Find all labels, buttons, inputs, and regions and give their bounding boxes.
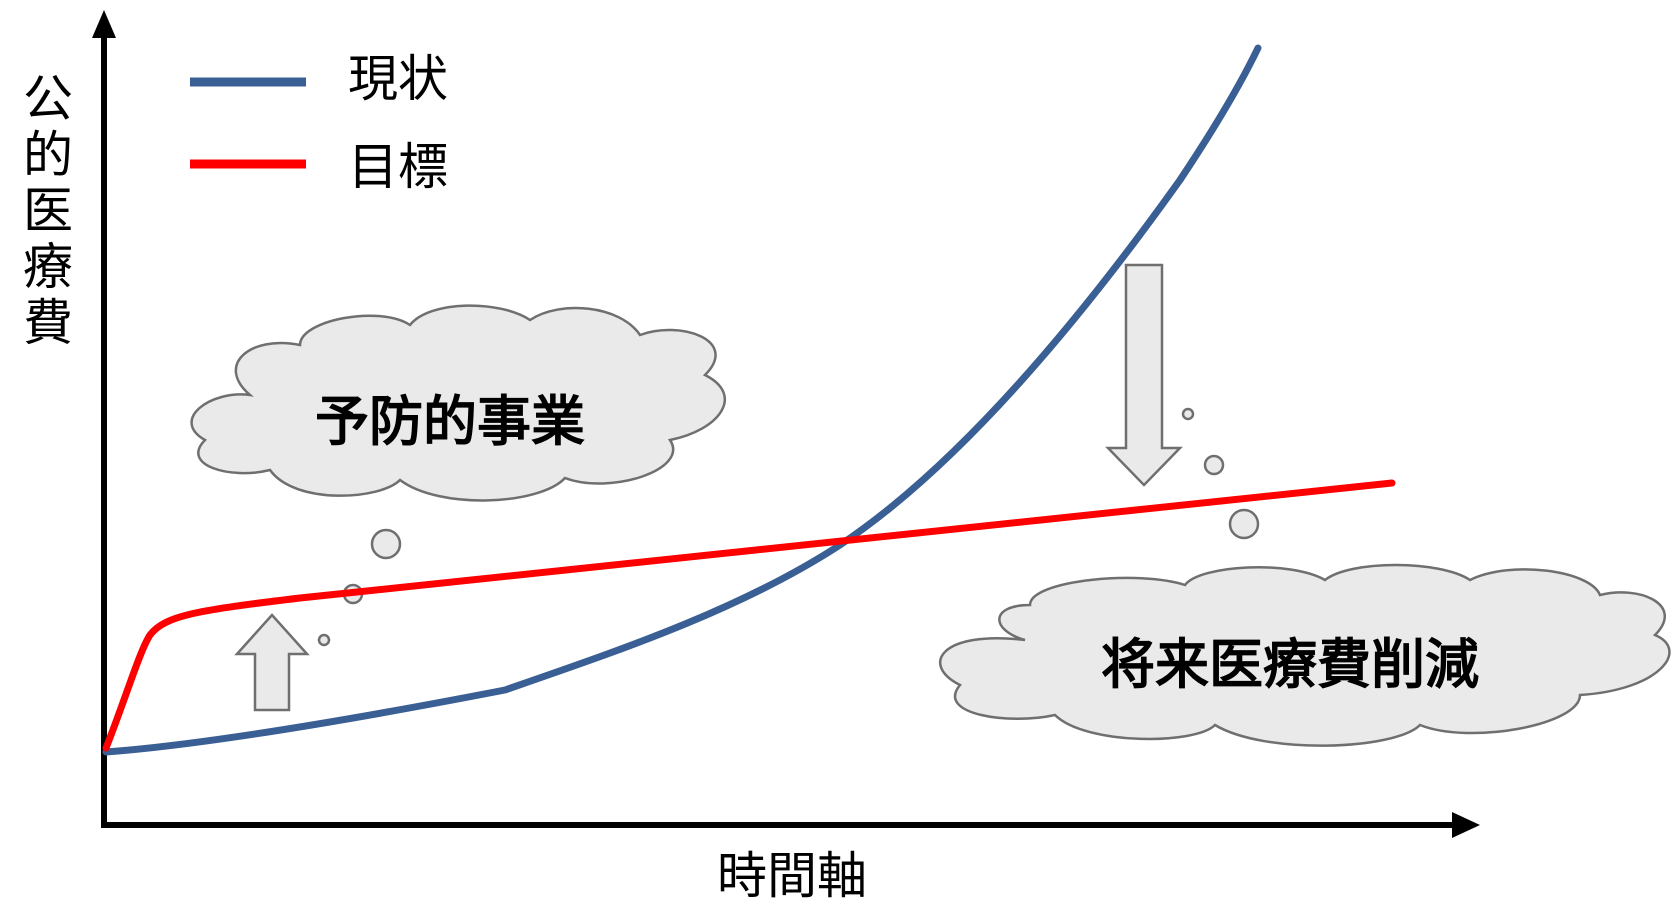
thought-bubble-medium-right: [1203, 454, 1225, 476]
target-trend-line: [102, 479, 1396, 752]
thought-bubble-small-right: [1181, 407, 1195, 421]
legend-label-current: 現状: [348, 50, 448, 108]
prevention-callout: 予防的事業: [190, 304, 727, 647]
thought-bubble-large: [370, 528, 402, 560]
decrease-arrow: [1105, 263, 1183, 487]
prevention-label: 予防的事業: [315, 390, 585, 453]
axes: [92, 10, 1480, 838]
y-axis-arrowhead: [92, 10, 116, 38]
x-axis-arrowhead: [1452, 812, 1480, 838]
x-axis-label: 時間軸: [717, 847, 867, 905]
cost-reduction-cloud: [939, 563, 1671, 747]
thought-bubble-large-right: [1228, 508, 1260, 540]
y-axis-label: 公的医療費: [15, 72, 73, 352]
cost-reduction-callout: 将来医療費削減: [939, 407, 1671, 747]
legend-label-target: 目標: [348, 138, 448, 196]
legend: 現状 目標: [190, 50, 448, 196]
prevention-cloud: [190, 304, 727, 502]
current-trend-line: [102, 44, 1262, 756]
increase-arrow: [234, 613, 310, 712]
cost-reduction-label: 将来医療費削減: [1101, 633, 1479, 696]
thought-bubble-small: [317, 633, 331, 647]
